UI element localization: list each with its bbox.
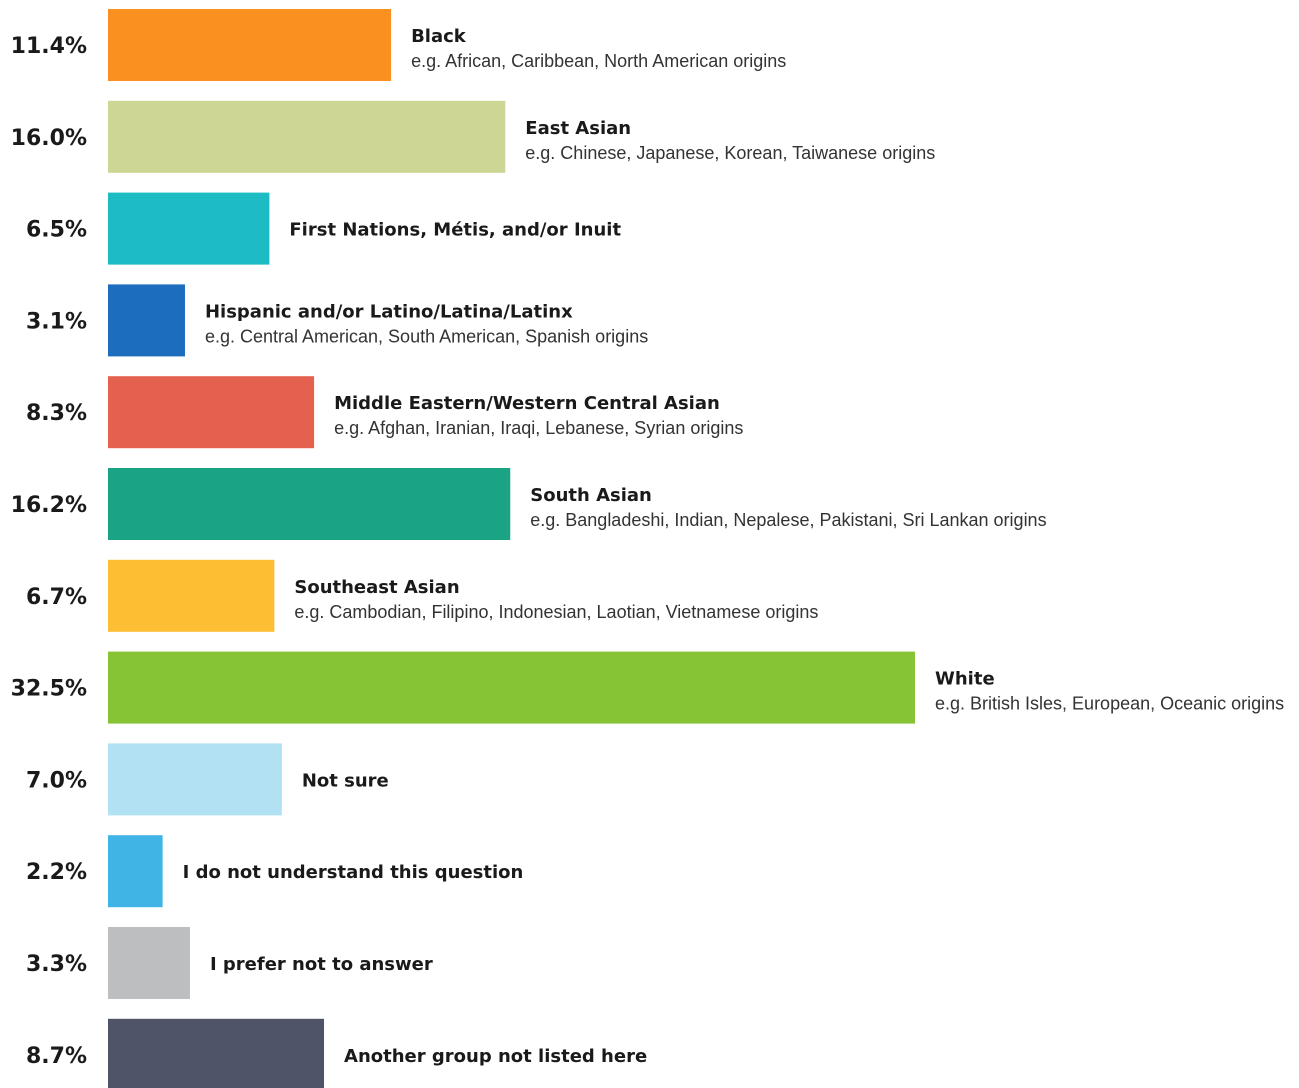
category-label: Not sure (302, 770, 389, 791)
bar-group: 3.1% Hispanic and/or Latino/Latina/Latinx… (26, 284, 648, 357)
category-label: First Nations, Métis, and/or Inuit (289, 220, 621, 241)
bar-group: 11.4% Black e.g. African, Caribbean, North… (11, 9, 786, 81)
bar-group: 16.2% South Asian e.g. Bangladeshi, Indian… (11, 468, 1047, 540)
value-label: 2.2% (26, 860, 87, 885)
value-label: 32.5% (11, 677, 87, 702)
value-label: 11.4% (11, 34, 87, 59)
value-label: 8.3% (26, 401, 87, 426)
bar (108, 927, 190, 999)
category-sublabel: e.g. Central American, South American, S… (205, 326, 648, 346)
category-label: Southeast Asian (294, 577, 459, 598)
bar (108, 9, 392, 81)
bar-group: 8.3% Middle Eastern/Western Central Asian… (26, 376, 743, 449)
category-label: Middle Eastern/Western Central Asian (334, 393, 720, 414)
category-sublabel: e.g. African, Caribbean, North American … (411, 51, 786, 71)
value-label: 16.2% (11, 493, 87, 518)
bar-group: 2.2% I do not understand this question (26, 835, 524, 908)
bar-group: 8.7% Another group not listed here (26, 1018, 647, 1088)
bar (108, 651, 915, 724)
bar-group: 7.0% Not sure (26, 743, 389, 816)
bar (108, 1018, 325, 1088)
category-sublabel: e.g. Chinese, Japanese, Korean, Taiwanes… (525, 143, 935, 163)
bar-group: 6.5% First Nations, Métis, and/or Inuit (26, 192, 621, 265)
category-sublabel: e.g. Afghan, Iranian, Iraqi, Lebanese, S… (334, 418, 743, 438)
bar-group: 32.5% White e.g. British Isles, European, … (11, 651, 1284, 724)
bar (108, 559, 275, 632)
bar-group: 3.3% I prefer not to answer (26, 927, 433, 999)
bar (108, 743, 282, 816)
category-label: South Asian (530, 485, 652, 506)
bar (108, 376, 315, 449)
value-label: 8.7% (26, 1044, 87, 1069)
bar (108, 835, 163, 908)
category-sublabel: e.g. Cambodian, Filipino, Indonesian, La… (294, 602, 818, 622)
bar (108, 284, 185, 357)
bar (108, 468, 511, 540)
value-label: 3.3% (26, 952, 87, 977)
bar (108, 192, 270, 265)
bar (108, 100, 506, 173)
value-label: 6.7% (26, 585, 87, 610)
bar-group: 16.0% East Asian e.g. Chinese, Japanese, K… (11, 100, 935, 173)
value-label: 7.0% (26, 768, 87, 793)
value-label: 6.5% (26, 218, 87, 243)
category-label: I do not understand this question (183, 862, 524, 883)
category-label: White (935, 669, 995, 690)
category-label: I prefer not to answer (210, 954, 433, 975)
category-label: Black (411, 26, 467, 47)
category-label: East Asian (525, 118, 631, 139)
category-label: Hispanic and/or Latino/Latina/Latinx (205, 301, 573, 322)
category-sublabel: e.g. British Isles, European, Oceanic or… (935, 694, 1284, 714)
category-sublabel: e.g. Bangladeshi, Indian, Nepalese, Paki… (530, 510, 1046, 530)
bar-group: 6.7% Southeast Asian e.g. Cambodian, Filip… (26, 559, 818, 632)
value-label: 16.0% (11, 126, 87, 151)
category-label: Another group not listed here (344, 1046, 647, 1067)
value-label: 3.1% (26, 309, 87, 334)
